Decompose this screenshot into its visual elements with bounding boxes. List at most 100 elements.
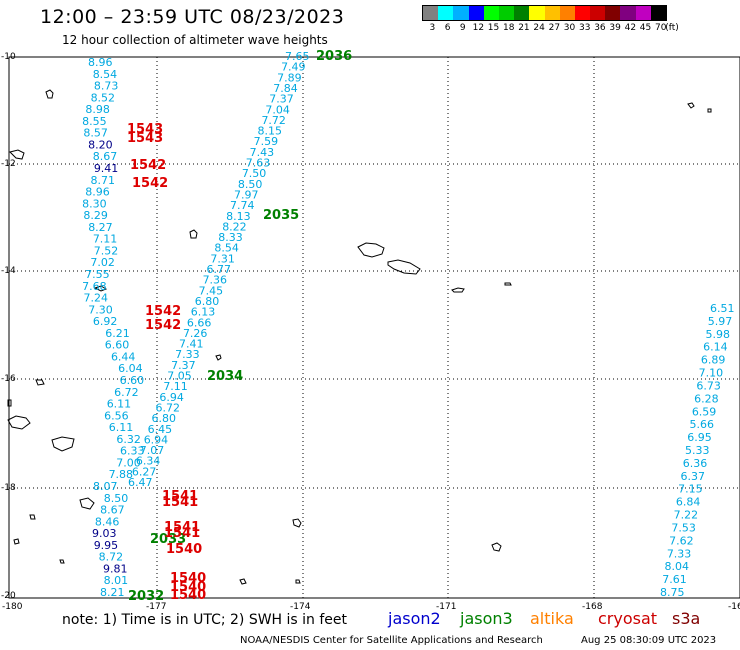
wave-height-value: 6.37 [680,470,705,483]
track-east: 6.515.975.986.146.897.106.736.286.595.66… [660,302,735,599]
pass-time-label: 1540 [170,580,206,595]
scale-label: 9 [459,23,466,33]
wave-height-value: 7.45 [199,284,224,297]
scale-label: 33 [579,23,591,33]
scale-swatch [605,6,621,20]
wave-height-value: 8.29 [83,209,108,222]
footer-note: note: 1) Time is in UTC; 2) SWH is in fe… [62,612,348,628]
x-tick-label: -16 [728,602,740,612]
scale-swatch [574,6,591,20]
scale-label: 18 [503,23,515,33]
pass-time-label: 1543 [127,131,163,146]
wave-height-value: 7.74 [230,199,255,212]
island-small-18 [295,579,301,584]
wave-height-value: 6.94 [159,391,184,404]
wave-height-value: 6.28 [694,392,719,405]
wave-height-value: 6.56 [104,409,129,422]
wave-height-value: 7.72 [261,114,286,127]
scale-label: 42 [624,23,637,33]
wave-height-value: 8.55 [82,115,107,128]
wave-height-value: 6.80 [195,295,220,308]
wave-height-value: 8.50 [104,492,129,505]
scale-swatch [590,6,606,20]
legend-cryosat: cryosat [598,609,658,628]
island-small-14 [29,514,36,520]
y-tick-label: -14 [1,266,16,276]
wave-height-value: 7.50 [242,167,267,180]
legend-jason3: jason3 [460,609,513,628]
wave-height-value: 9.95 [94,539,119,552]
wave-height-value: 7.31 [210,252,235,265]
scale-label: 45 [639,23,652,33]
wave-height-value: 6.94 [144,433,169,446]
wave-height-value: 9.03 [92,527,117,540]
wave-height-value: 6.45 [148,423,173,436]
island-small-9 [93,285,108,292]
wave-height-value: 8.75 [660,586,685,599]
scale-label: 30 [563,23,576,33]
map-title: 12:00 – 23:59 UTC 08/23/2023 [40,6,345,28]
island-samoa-upolu [357,242,385,258]
scale-swatch [650,6,666,20]
island-small-2 [451,287,465,293]
wave-height-value: 6.44 [111,350,136,363]
credit-line: NOAA/NESDIS Center for Satellite Applica… [240,635,543,646]
island-samoa-savaii [387,259,421,275]
wave-height-value: 7.30 [88,303,113,316]
wave-height-value: 8.96 [85,186,110,199]
wave-height-value: 6.72 [155,401,180,414]
wave-height-value: 7.43 [250,146,274,159]
pass-time-label: 1542 [145,318,181,333]
wave-height-value: 6.51 [710,302,735,315]
wave-height-value: 6.59 [692,405,717,418]
wave-height-value: 7.52 [94,244,119,257]
wave-height-value: 8.22 [222,220,247,233]
pass-time-label: 1541 [162,495,198,510]
wave-height-value: 8.30 [82,197,107,210]
wave-height-value: 8.57 [83,127,108,140]
wave-height-value: 6.89 [701,354,726,367]
island-fiji-3 [79,497,95,510]
wave-height-value: 9.81 [103,562,128,575]
wave-height-value: 7.65 [285,50,310,63]
wave-height-value: 8.13 [226,210,251,223]
wave-height-value: 5.33 [685,444,710,457]
island-small-11 [9,149,25,160]
island-small-16 [59,559,65,564]
wave-height-value: 8.96 [88,56,113,69]
wave-height-value: 7.10 [699,367,724,380]
wave-height-value: 6.80 [152,412,177,425]
wave-height-value: 7.36 [203,274,228,287]
wave-height-value: 7.24 [83,292,108,305]
wave-height-value: 6.11 [107,398,131,411]
wave-height-value: 6.73 [696,379,721,392]
wave-height-value: 6.36 [683,457,708,470]
x-tick-label: -177 [146,602,167,612]
scale-swatch [423,6,439,20]
island-small-13 [7,399,12,407]
island-small-5 [707,108,712,113]
pass-time-label: 1541 [164,526,200,541]
wave-height-value: 7.89 [277,71,302,84]
map-subtitle: 12 hour collection of altimeter wave hei… [62,33,328,47]
scale-label: 27 [548,23,561,33]
pass-time-label: 1540 [170,588,206,603]
scale-swatch [559,6,575,20]
pass-time-label: 1542 [132,176,168,191]
island-fiji-2 [51,436,75,452]
scale-swatch [635,6,651,20]
wave-height-value: 8.01 [104,574,129,587]
island-small-8 [292,518,302,528]
wave-height-value: 5.97 [708,315,733,328]
wave-height-value: 8.07 [93,480,118,493]
wave-height-value: 7.41 [179,338,204,351]
pass-time-label: 1540 [170,571,206,586]
wave-height-value: 8.20 [88,138,113,151]
track-cryosat-west: 8.968.548.738.528.988.558.578.208.679.41… [82,56,144,599]
wave-height-value: 7.55 [85,268,110,281]
wave-height-value: 8.54 [214,242,239,255]
wave-height-value: 8.27 [88,221,113,234]
wave-height-value: 6.27 [132,465,157,478]
island-fiji-1 [7,415,31,430]
